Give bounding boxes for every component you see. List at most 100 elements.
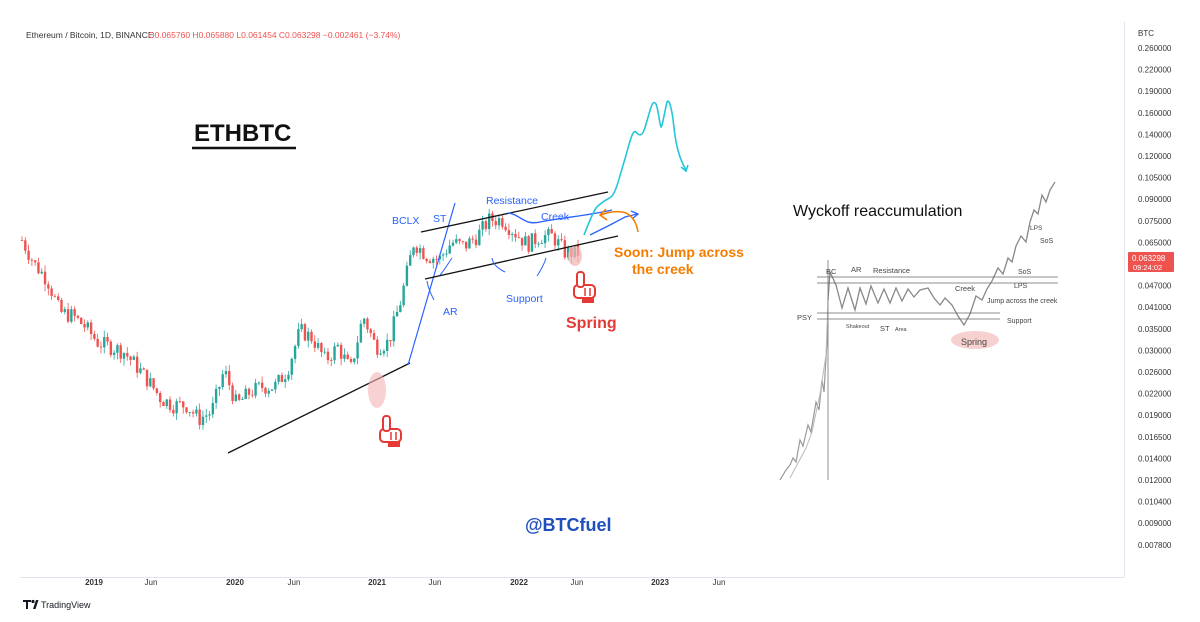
candle-body <box>300 324 303 330</box>
candle-body <box>553 233 557 246</box>
candle <box>37 257 40 275</box>
candle <box>63 306 66 315</box>
wyckoff-label: Creek <box>955 284 975 293</box>
candle-body <box>356 342 359 359</box>
candle-body <box>504 226 507 231</box>
label-spring: Spring <box>566 315 617 332</box>
candle-body <box>425 258 428 262</box>
candle <box>205 408 208 423</box>
price-tick-label: 0.016500 <box>1138 433 1172 442</box>
candle <box>283 374 287 388</box>
candle <box>119 342 122 363</box>
price-tick-label: 0.014000 <box>1138 454 1172 463</box>
candle <box>385 333 389 358</box>
candle <box>451 239 455 248</box>
candle <box>198 403 201 430</box>
candle-body <box>293 346 297 359</box>
candle <box>290 357 293 380</box>
wyckoff-label: BC <box>826 267 837 276</box>
wyckoff-spring-highlight <box>951 331 999 349</box>
label-bclx: BCLX <box>392 215 419 227</box>
candle-body <box>165 399 168 407</box>
ar-pointer <box>426 280 435 301</box>
candle-body <box>326 351 330 361</box>
spring-2021-highlight <box>368 372 386 408</box>
candle <box>99 341 103 354</box>
candle-body <box>511 233 514 235</box>
label-creek: Creek <box>541 211 570 223</box>
candle-body <box>214 388 218 403</box>
candle-body <box>330 360 333 361</box>
wyckoff-label: LPS <box>1014 283 1028 290</box>
channel-resistance-line[interactable] <box>420 191 609 233</box>
candle-body <box>422 248 425 259</box>
candle-body <box>231 385 234 401</box>
candle <box>517 231 520 239</box>
candle-body <box>362 318 366 324</box>
tradingview-wordmark: TradingView <box>41 600 91 610</box>
pointing-hand-icon <box>379 415 402 447</box>
candle-body <box>382 350 386 354</box>
candle-body <box>198 409 201 425</box>
symbol-label[interactable]: Ethereum / Bitcoin, 1D, BINANCE <box>26 30 154 40</box>
candle-body <box>109 341 113 355</box>
candle-body <box>89 322 93 335</box>
candle-body <box>201 416 205 425</box>
time-tick-label: 2022 <box>510 578 528 587</box>
jump-arrow-head <box>598 208 608 221</box>
candle-body <box>333 346 336 361</box>
candle <box>534 229 537 249</box>
candle <box>122 352 126 366</box>
time-tick-label: Jun <box>713 578 726 587</box>
price-tick-label: 0.260000 <box>1138 44 1172 53</box>
candle-body <box>122 353 126 359</box>
candle-body <box>323 351 326 353</box>
candle-body <box>560 239 563 241</box>
candle-body <box>540 243 544 244</box>
time-tick-label: Jun <box>288 578 301 587</box>
candle <box>234 389 238 403</box>
spring-highlight <box>568 246 582 266</box>
label-ar: AR <box>443 306 458 318</box>
wyckoff-title: Wyckoff reaccumulation <box>793 203 962 220</box>
candle-body <box>139 368 142 373</box>
candle-body <box>372 333 376 340</box>
candle-body <box>112 352 116 355</box>
candle <box>372 329 376 341</box>
price-tick-label: 0.047000 <box>1138 282 1172 291</box>
time-axis[interactable]: 2019 Jun 2020 Jun 2021 Jun 2022 Jun 2023 Jun <box>85 578 725 587</box>
price-tick-label: 0.022000 <box>1138 390 1172 399</box>
candle <box>155 387 159 396</box>
candle-body <box>435 258 438 260</box>
candle <box>399 300 402 313</box>
price-tick-label: 0.140000 <box>1138 130 1172 139</box>
candle <box>382 348 386 357</box>
candle <box>326 347 330 365</box>
candle <box>557 235 560 251</box>
ar-arrow <box>439 257 453 276</box>
candle-body <box>129 356 132 360</box>
candle <box>185 406 188 414</box>
candle-body <box>251 394 254 396</box>
candle-body <box>135 356 139 373</box>
candle <box>511 232 514 242</box>
candle <box>543 230 547 249</box>
time-tick-label: 2019 <box>85 578 103 587</box>
time-tick-label: 2021 <box>368 578 386 587</box>
candle-body <box>287 374 290 380</box>
candle <box>287 371 290 382</box>
candle-body <box>168 399 172 410</box>
candle-body <box>297 329 300 347</box>
parabolic-trend-line[interactable] <box>407 202 456 366</box>
candle-body <box>260 382 264 388</box>
candle <box>66 302 70 324</box>
candle-body <box>527 236 530 252</box>
channel-support-line[interactable] <box>424 235 619 280</box>
price-tick-label: 0.120000 <box>1138 152 1172 161</box>
candle-body <box>205 415 208 417</box>
projected-path <box>583 100 687 236</box>
projected-path-arrow <box>680 164 689 173</box>
candle <box>504 223 507 232</box>
candle-body <box>484 221 488 230</box>
